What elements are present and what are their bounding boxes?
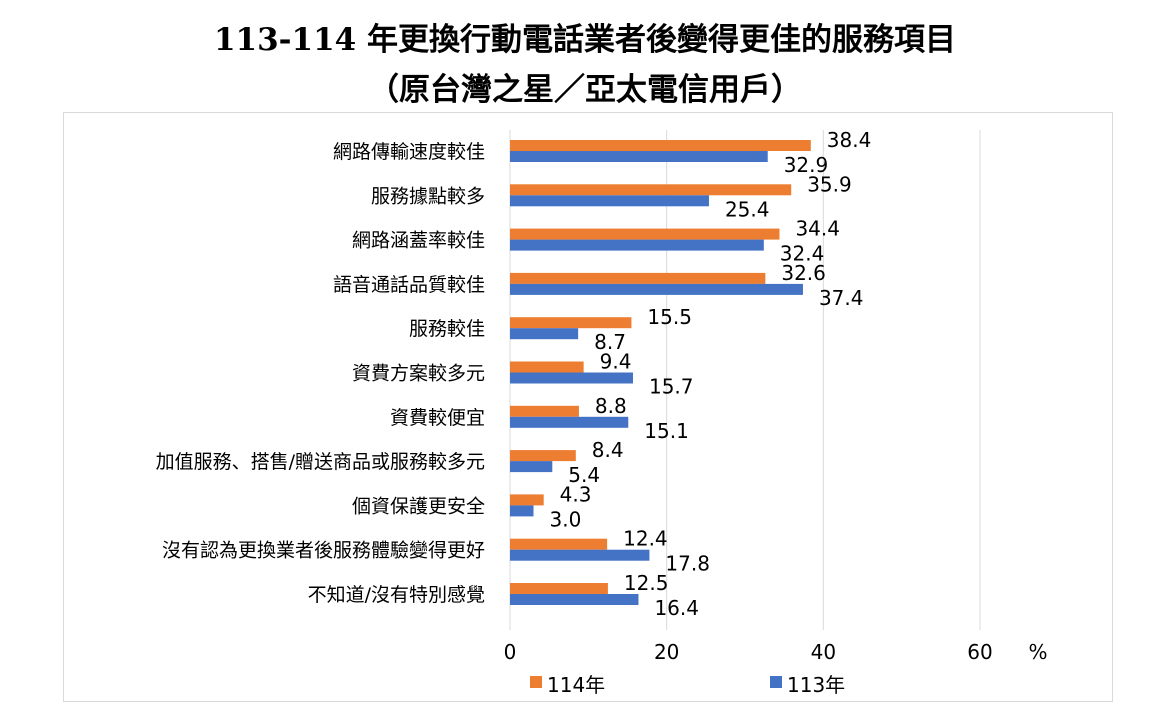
- category-label: 沒有認為更換業者後服務體驗變得更好: [162, 540, 485, 562]
- data-label-114: 32.6: [781, 261, 826, 285]
- bar-114: [510, 228, 780, 240]
- category-label: 個資保護更安全: [352, 495, 485, 517]
- value-labels: 38.432.935.9 25.4 34.432.432.637.4 15.5 8.79…: [550, 128, 872, 620]
- bar-113: [510, 151, 768, 162]
- data-label-113: 16.4: [654, 596, 699, 620]
- data-label-114: 9.4: [600, 350, 632, 374]
- data-label-114: 35.9: [807, 172, 852, 196]
- data-label-113: 32.9: [784, 153, 829, 177]
- category-label: 資費方案較多元: [352, 363, 485, 385]
- bar-113: [510, 328, 579, 340]
- bar-114: [510, 405, 579, 417]
- category-label: 服務據點較多: [371, 185, 485, 207]
- bar-114: [510, 361, 584, 373]
- data-label-114: 38.4: [827, 128, 872, 152]
- bar-113: [510, 195, 709, 207]
- bar-113: [510, 549, 650, 561]
- data-label-113: 17.8: [665, 552, 710, 576]
- bar-114: [510, 140, 811, 151]
- bar-113: [510, 416, 629, 428]
- category-label: 資費較便宜: [390, 407, 485, 429]
- category-label: 語音通話品質較佳: [333, 274, 485, 296]
- legend-label-114: 114年: [547, 673, 605, 697]
- bar-114: [510, 538, 608, 550]
- x-tick-label: 60: [967, 640, 992, 664]
- data-label-114: 12.5: [624, 571, 669, 595]
- bar-114: [510, 184, 792, 196]
- x-axis-ticks: 0 20 40 60: [504, 640, 993, 664]
- data-label-114: 8.8: [595, 394, 627, 418]
- data-label-113: 25.4: [725, 197, 770, 221]
- category-label: 服務較佳: [409, 318, 485, 340]
- data-label-114: 4.3: [560, 482, 592, 506]
- bar-113: [510, 505, 534, 517]
- legend-swatch-114: [530, 676, 542, 688]
- data-label-113: 3.0: [550, 507, 582, 531]
- data-label-113: 32.4: [780, 242, 825, 266]
- x-tick-label: 0: [504, 640, 517, 664]
- category-label: 加值服務、搭售/贈送商品或服務較多元: [156, 451, 485, 473]
- legend-swatch-113: [770, 676, 782, 688]
- data-label-114: 12.4: [623, 527, 668, 551]
- chart-title: 113-114 年更換行動電話業者後變得更佳的服務項目: [213, 22, 957, 58]
- data-label-113: 8.7: [594, 330, 626, 354]
- bars: [510, 140, 811, 605]
- category-label: 網路傳輸速度較佳: [333, 141, 485, 163]
- category-label: 不知道/沒有特別感覺: [308, 584, 485, 606]
- chart-frame: [63, 112, 1113, 702]
- data-label-113: 15.1: [644, 419, 689, 443]
- data-label-114: 8.4: [592, 438, 624, 462]
- legend: 114年 113年: [530, 673, 845, 697]
- data-label-113: 37.4: [819, 286, 864, 310]
- data-label-113: 5.4: [568, 463, 600, 487]
- bar-113: [510, 594, 639, 605]
- x-axis-unit: %: [1028, 640, 1047, 664]
- bar-113: [510, 239, 764, 251]
- bar-114: [510, 494, 544, 506]
- category-label: 網路涵蓋率較佳: [352, 230, 485, 252]
- x-tick-label: 40: [811, 640, 836, 664]
- legend-label-113: 113年: [787, 673, 845, 697]
- bar-113: [510, 372, 633, 384]
- bar-113: [510, 461, 553, 473]
- category-labels: 網路傳輸速度較佳服務據點較多網路涵蓋率較佳語音通話品質較佳服務較佳資費方案較多元…: [156, 141, 485, 606]
- data-label-114: 34.4: [795, 217, 840, 241]
- data-label-114: 15.5: [647, 305, 692, 329]
- bar-114: [510, 450, 576, 462]
- chart-subtitle: （原台灣之星／亞太電信用戶）: [368, 72, 802, 108]
- bar-114: [510, 272, 766, 284]
- bar-113: [510, 283, 803, 295]
- data-label-113: 15.7: [649, 375, 694, 399]
- bar-114: [510, 583, 608, 594]
- bar-114: [510, 317, 632, 329]
- x-tick-label: 20: [654, 640, 679, 664]
